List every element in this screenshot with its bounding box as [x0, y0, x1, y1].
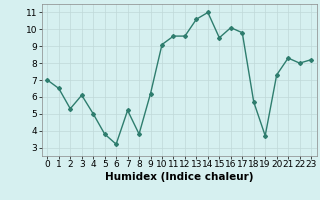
X-axis label: Humidex (Indice chaleur): Humidex (Indice chaleur) [105, 172, 253, 182]
